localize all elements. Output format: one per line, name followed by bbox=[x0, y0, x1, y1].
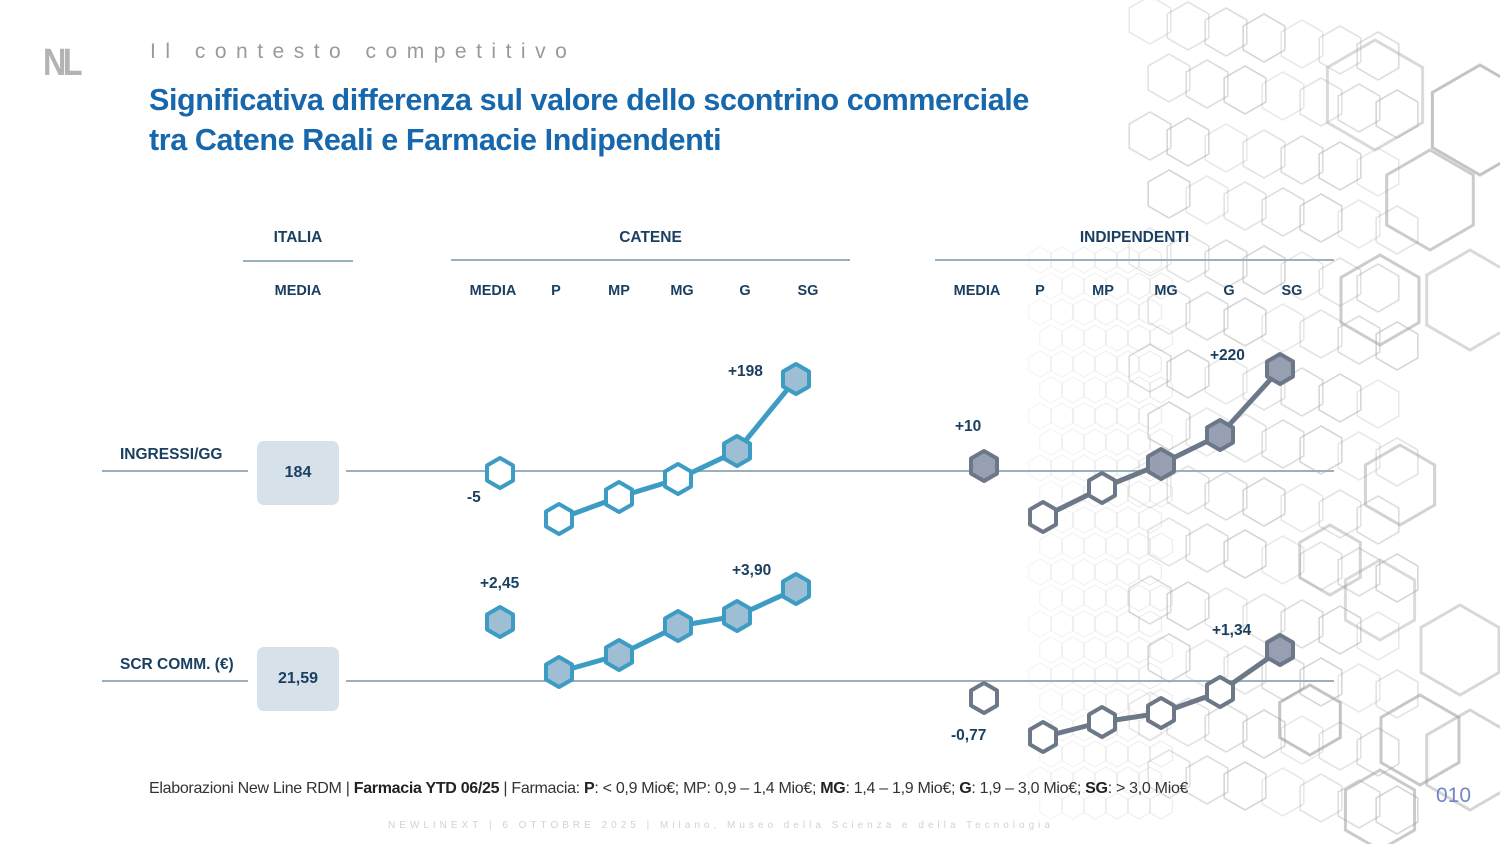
hex-marker-catene-scontrino-mp bbox=[606, 640, 632, 670]
hex-marker-indipendenti-scontrino-g bbox=[1207, 677, 1233, 707]
label-indip-ingressi-sg: +220 bbox=[1210, 347, 1245, 365]
label-indip-ingressi-media: +10 bbox=[955, 418, 981, 436]
label-catene-scontrino-sg: +3,90 bbox=[732, 562, 771, 580]
footnote-text: Elaborazioni New Line RDM | bbox=[149, 780, 354, 797]
label-indip-scontrino-media: -0,77 bbox=[951, 727, 986, 745]
hex-marker-indipendenti-ingressi-p bbox=[1030, 502, 1056, 532]
series-line-catene-ingressi bbox=[559, 379, 796, 519]
hex-marker-indipendenti-scontrino-sg bbox=[1267, 635, 1293, 665]
hex-marker-catene-scontrino-g bbox=[724, 601, 750, 631]
hex-marker-catene-ingressi-media bbox=[487, 458, 513, 488]
hex-marker-indipendenti-scontrino-mp bbox=[1089, 707, 1115, 737]
label-catene-scontrino-media: +2,45 bbox=[480, 575, 519, 593]
source-footnote: Elaborazioni New Line RDM | Farmacia YTD… bbox=[149, 780, 1188, 798]
event-footer: NEWLINEXT | 6 OTTOBRE 2025 | Milano, Mus… bbox=[388, 820, 1054, 831]
footnote-bold: MG bbox=[820, 780, 845, 797]
footnote-text: : 1,9 – 3,0 Mio€; bbox=[971, 780, 1085, 797]
hex-marker-indipendenti-ingressi-mg bbox=[1148, 449, 1174, 479]
footnote-bold: G bbox=[959, 780, 971, 797]
hex-marker-indipendenti-scontrino-mg bbox=[1148, 698, 1174, 728]
hex-marker-catene-ingressi-p bbox=[546, 504, 572, 534]
hex-marker-catene-scontrino-p bbox=[546, 657, 572, 687]
hex-marker-indipendenti-ingressi-sg bbox=[1267, 354, 1293, 384]
hex-marker-indipendenti-scontrino-media bbox=[971, 683, 997, 713]
footnote-text: | Farmacia: bbox=[499, 780, 584, 797]
footnote-text: : < 0,9 Mio€; MP: 0,9 – 1,4 Mio€; bbox=[594, 780, 820, 797]
hex-marker-indipendenti-ingressi-g bbox=[1207, 420, 1233, 450]
hex-marker-indipendenti-ingressi-media bbox=[971, 451, 997, 481]
hex-marker-indipendenti-scontrino-p bbox=[1030, 722, 1056, 752]
hex-marker-catene-scontrino-mg bbox=[665, 611, 691, 641]
footnote-bold: SG bbox=[1085, 780, 1108, 797]
hex-marker-catene-ingressi-mg bbox=[665, 464, 691, 494]
page-number: 010 bbox=[1436, 784, 1471, 808]
footnote-text: : > 3,0 Mio€ bbox=[1108, 780, 1188, 797]
hex-marker-catene-ingressi-mp bbox=[606, 482, 632, 512]
series-line-indipendenti-ingressi bbox=[1043, 369, 1280, 517]
footnote-text: : 1,4 – 1,9 Mio€; bbox=[845, 780, 959, 797]
hex-marker-catene-scontrino-media bbox=[487, 607, 513, 637]
hex-marker-indipendenti-ingressi-mp bbox=[1089, 473, 1115, 503]
label-catene-ingressi-media: -5 bbox=[467, 489, 481, 507]
footnote-bold: P bbox=[584, 780, 594, 797]
hex-marker-catene-ingressi-sg bbox=[783, 364, 809, 394]
hex-marker-catene-ingressi-g bbox=[724, 436, 750, 466]
label-catene-ingressi-sg: +198 bbox=[728, 363, 763, 381]
footnote-bold: Farmacia YTD 06/25 bbox=[354, 780, 500, 797]
label-indip-scontrino-sg: +1,34 bbox=[1212, 622, 1251, 640]
hex-marker-catene-scontrino-sg bbox=[783, 574, 809, 604]
